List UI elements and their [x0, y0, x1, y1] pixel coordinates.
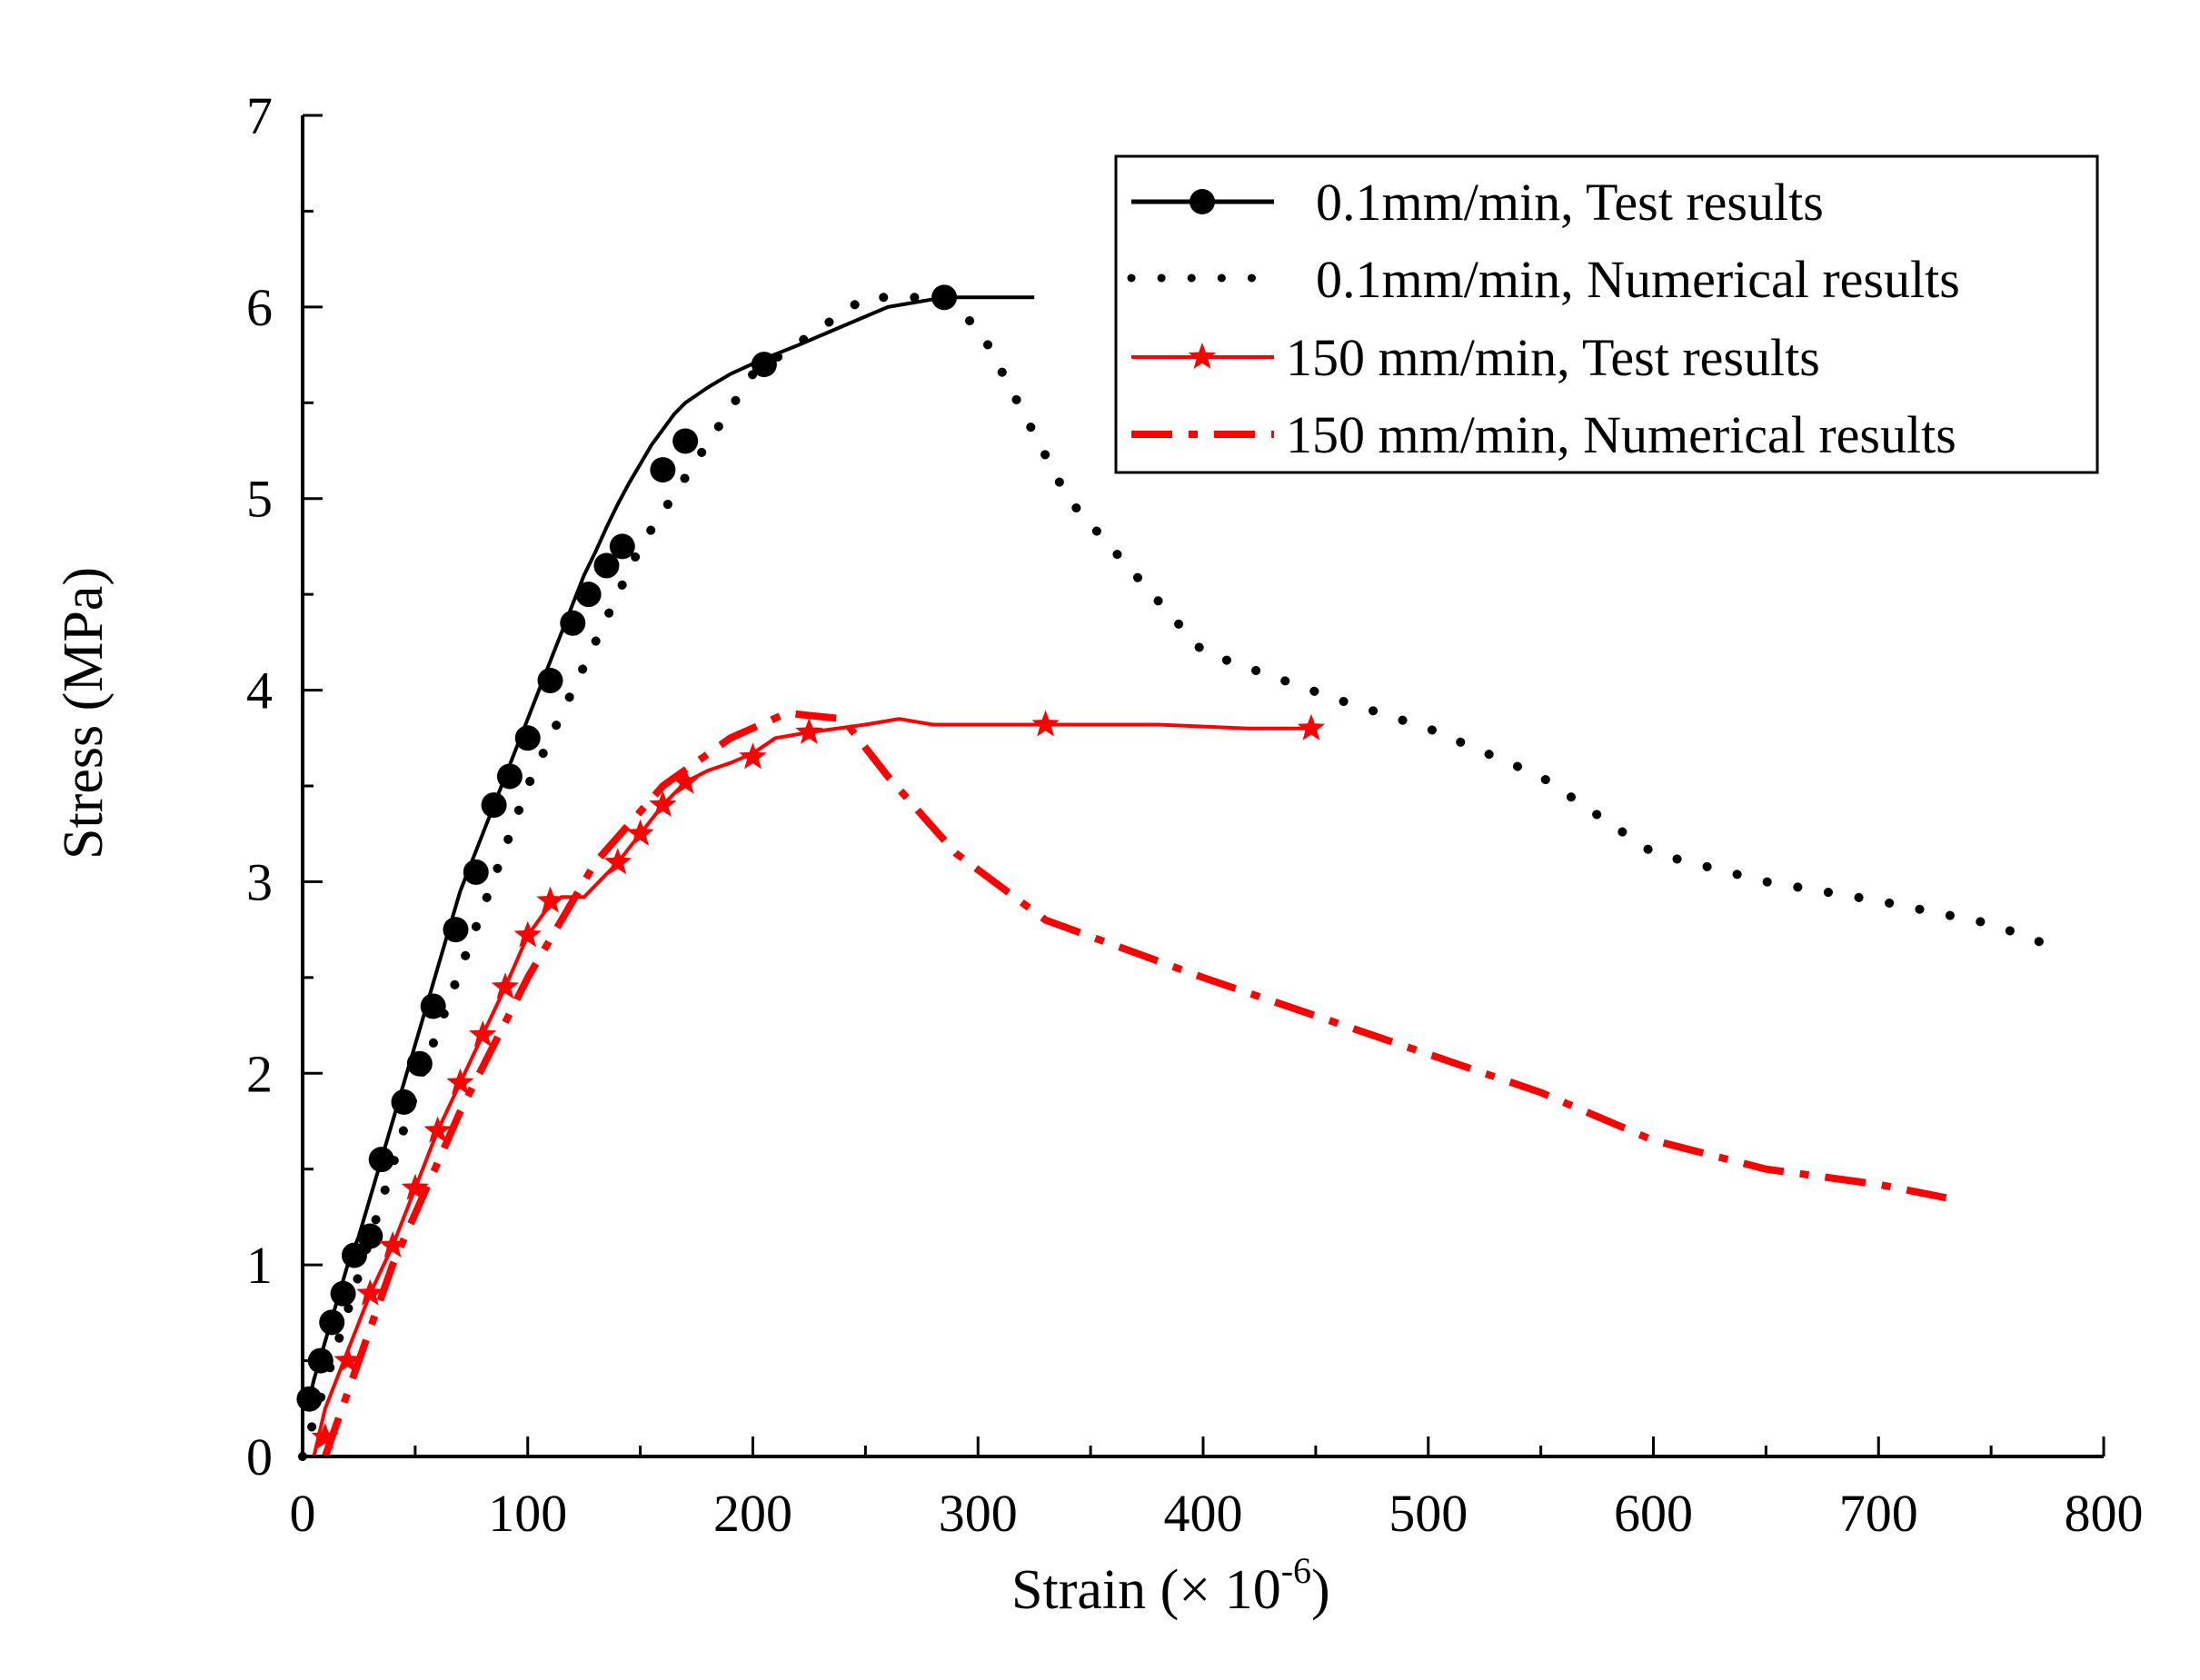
- series-test-fast-marker: [356, 1278, 384, 1306]
- series-test-fast-marker: [603, 848, 632, 875]
- x-tick-label: 600: [1614, 1484, 1693, 1543]
- series-test-fast-marker: [491, 972, 520, 999]
- legend-marker-test-slow: [1190, 189, 1215, 214]
- series-test-slow-marker: [481, 792, 507, 819]
- y-tick-label: 3: [246, 852, 273, 911]
- series-test-slow-marker: [307, 1347, 333, 1374]
- series-test-slow-marker: [330, 1280, 356, 1307]
- legend-label-test-slow: 0.1mm/min, Test results: [1316, 173, 1824, 232]
- x-axis-label: Strain (× 10-6): [1011, 1550, 1330, 1621]
- y-tick-label: 4: [246, 661, 273, 721]
- series-test-fast-marker: [672, 767, 700, 794]
- x-tick-label: 400: [1164, 1484, 1243, 1543]
- series-test-slow-marker: [575, 582, 602, 608]
- y-tick-label: 7: [246, 86, 273, 145]
- series-test-fast-marker: [1031, 710, 1060, 737]
- series-test-fast-marker: [311, 1422, 339, 1449]
- y-tick-label: 6: [246, 278, 273, 337]
- series-test-slow-marker: [560, 610, 586, 636]
- series-test-slow-marker: [463, 859, 489, 885]
- y-tick-label: 5: [246, 470, 273, 529]
- y-tick-label: 1: [246, 1236, 273, 1295]
- series-test-slow-marker: [496, 763, 523, 790]
- series-test-fast-marker: [469, 1020, 497, 1048]
- series-test-fast-marker: [1297, 713, 1326, 741]
- x-tick-label: 500: [1389, 1484, 1468, 1543]
- series-test-slow-marker: [296, 1386, 323, 1412]
- series-test-fast-marker: [401, 1173, 430, 1200]
- series-test-slow-marker: [391, 1089, 417, 1115]
- series-test-fast-marker: [446, 1068, 474, 1095]
- x-tick-label: 800: [2065, 1484, 2144, 1543]
- series-test-slow-marker: [341, 1242, 367, 1268]
- legend-label-numerical-fast: 150 mm/min, Numerical results: [1286, 405, 1956, 464]
- plot-markers: [296, 284, 1326, 1449]
- series-test-fast-marker: [536, 886, 564, 913]
- series-test-slow-marker: [751, 352, 777, 378]
- x-tick-label: 300: [939, 1484, 1018, 1543]
- x-ticks: 0 100 200 300 400 500 600 700 800: [290, 1436, 2144, 1543]
- series-test-slow-marker: [357, 1223, 383, 1249]
- series-numerical-slow-line: [298, 293, 2064, 1461]
- series-test-fast-marker: [795, 718, 823, 744]
- legend-marker-test-fast: [1188, 343, 1217, 369]
- series-test-slow-marker: [672, 428, 699, 454]
- series-test-fast-marker: [513, 920, 542, 948]
- series-test-slow-marker: [931, 284, 958, 311]
- series-test-slow-marker: [514, 725, 541, 751]
- y-axis-label: Stress (MPa): [53, 567, 114, 860]
- series-test-slow-marker: [537, 668, 563, 694]
- series-test-fast-marker: [333, 1346, 362, 1373]
- legend-box: [1114, 154, 2099, 474]
- y-ticks: 0 1 2 3 4 5 6 7: [246, 86, 323, 1486]
- series-test-slow-marker: [593, 552, 620, 579]
- series-test-fast-marker: [739, 742, 767, 770]
- y-tick-label: 0: [246, 1427, 273, 1486]
- series-test-slow-marker: [650, 457, 676, 483]
- x-axis-label-exponent: -6: [1281, 1550, 1311, 1591]
- series-test-slow-marker: [319, 1309, 345, 1336]
- legend-label-numerical-slow: 0.1mm/min, Numerical results: [1316, 250, 1960, 309]
- y-tick-label: 2: [246, 1044, 273, 1103]
- x-axis-label-main: Strain (× 10: [1011, 1559, 1281, 1621]
- series-numerical-fast-line: [322, 709, 1947, 1458]
- series-test-fast-marker: [378, 1231, 407, 1258]
- x-tick-label: 0: [290, 1484, 316, 1543]
- legend: 0.1mm/min, Test results 0.1mm/min, Numer…: [1114, 154, 2099, 474]
- series-test-fast-marker: [423, 1116, 452, 1143]
- series-test-fast-marker: [649, 790, 677, 817]
- x-tick-label: 100: [488, 1484, 567, 1543]
- series-test-slow-marker: [406, 1050, 433, 1077]
- legend-label-test-fast: 150 mm/min, Test results: [1286, 328, 1820, 387]
- x-axis-label-close: ): [1311, 1559, 1330, 1621]
- x-tick-label: 200: [713, 1484, 792, 1543]
- series-test-fast-marker: [626, 819, 654, 846]
- series-test-slow-marker: [420, 993, 446, 1019]
- series-test-slow-marker: [609, 533, 635, 560]
- series-test-slow-marker: [368, 1147, 394, 1173]
- x-tick-label: 700: [1839, 1484, 1918, 1543]
- series-test-slow-marker: [443, 917, 469, 943]
